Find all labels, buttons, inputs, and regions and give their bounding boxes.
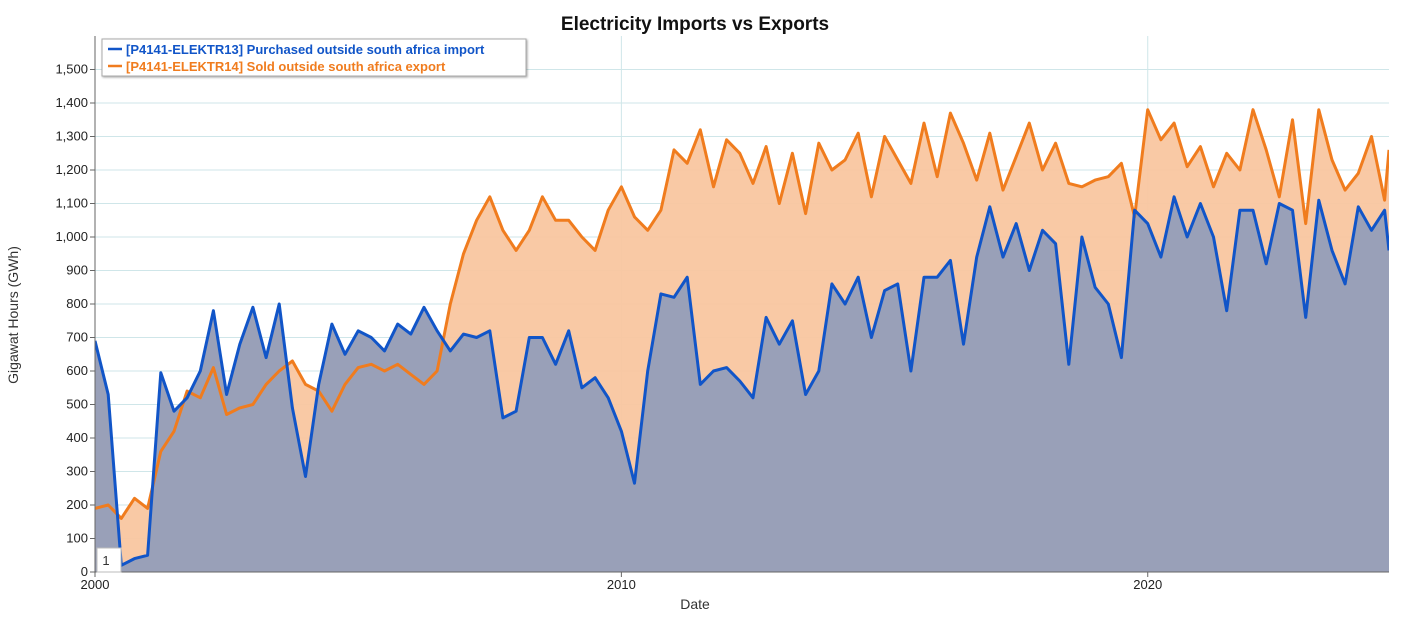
y-tick-label: 1,300 — [55, 129, 88, 144]
y-tick-label: 800 — [66, 296, 88, 311]
y-tick-label: 700 — [66, 330, 88, 345]
export-line[interactable] — [95, 108, 1389, 520]
y-tick-label: 500 — [66, 397, 88, 412]
y-tick-label: 1,400 — [55, 95, 88, 110]
y-tick-label: 300 — [66, 464, 88, 479]
x-tick-label: 2010 — [607, 577, 636, 592]
y-tick-label: 400 — [66, 430, 88, 445]
y-tick-label: 600 — [66, 363, 88, 378]
x-axis-ticks: 2000 2010 2020 — [81, 572, 1162, 592]
y-tick-label: 900 — [66, 263, 88, 278]
legend: [P4141-ELEKTR13] Purchased outside south… — [101, 38, 527, 77]
series-areas — [95, 109, 1389, 572]
x-tick-label: 2020 — [1133, 577, 1162, 592]
import-line[interactable] — [95, 195, 1389, 567]
y-tick-label: 1,200 — [55, 162, 88, 177]
y-tick-label: 0 — [81, 564, 88, 579]
y-tick-label: 1,500 — [55, 62, 88, 77]
y-tick-label: 100 — [66, 531, 88, 546]
x-tick-label: 2000 — [81, 577, 110, 592]
series-lines — [95, 108, 1389, 567]
y-tick-label: 1,000 — [55, 229, 88, 244]
x-axis-label: Date — [680, 596, 710, 612]
page-indicator[interactable]: 1 — [96, 547, 122, 573]
legend-label[interactable]: [P4141-ELEKTR14] Sold outside south afri… — [126, 59, 446, 74]
legend-label[interactable]: [P4141-ELEKTR13] Purchased outside south… — [126, 42, 485, 57]
page-indicator-label: 1 — [102, 553, 109, 568]
y-axis-ticks: 0 100 200 300 400 500 600 700 800 900 1,000 1,100 1,… — [55, 62, 95, 579]
y-tick-label: 1,100 — [55, 196, 88, 211]
chart-title: Electricity Imports vs Exports — [561, 14, 829, 35]
legend-box — [101, 38, 527, 77]
y-axis-label: Gigawat Hours (GWh) — [5, 246, 21, 384]
y-tick-label: 200 — [66, 497, 88, 512]
page-indicator-box[interactable] — [96, 547, 122, 573]
